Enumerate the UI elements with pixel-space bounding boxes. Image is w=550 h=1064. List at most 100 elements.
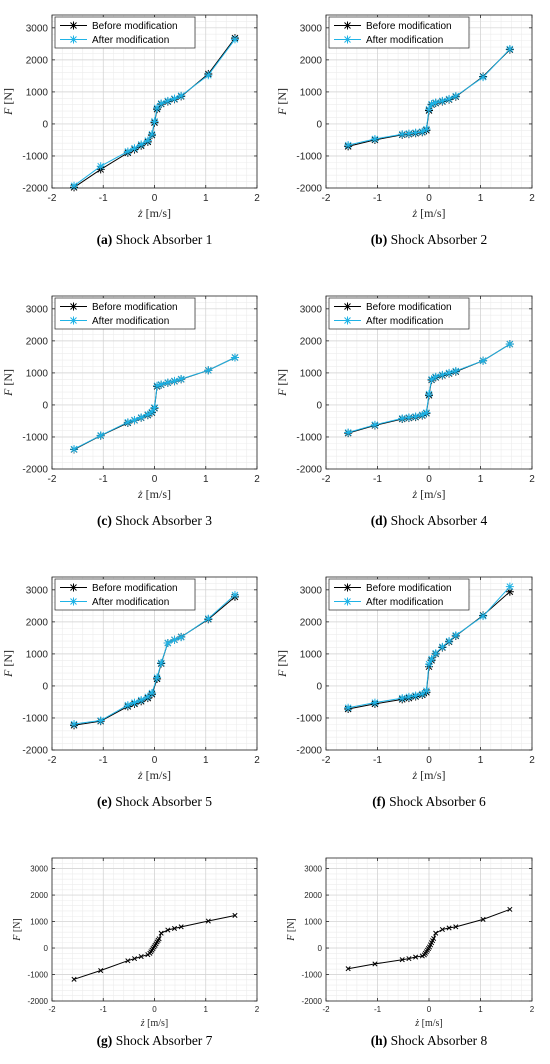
y-tick-label: 3000 (30, 864, 48, 873)
data-point (130, 698, 139, 707)
x-tick-label: -1 (373, 755, 382, 766)
data-point (453, 924, 459, 930)
y-tick-label: -1000 (22, 713, 48, 724)
data-point (425, 390, 433, 399)
x-tick-label: -2 (48, 1005, 56, 1014)
caption-letter: (e) (97, 794, 112, 809)
x-tick-label: 1 (478, 474, 484, 485)
y-tick-label: -2000 (296, 184, 322, 195)
data-point (422, 686, 431, 695)
data-point (418, 410, 427, 419)
series-2 (70, 35, 239, 190)
legend-entry: After modification (366, 316, 443, 327)
data-point (404, 413, 413, 422)
legend: Before modification After modification (328, 16, 470, 49)
data-point (445, 368, 454, 377)
data-point (399, 957, 405, 963)
y-tick-label: 1000 (304, 917, 322, 926)
data-point (131, 956, 138, 962)
y-tick-label: 3000 (300, 23, 323, 34)
data-point (431, 98, 440, 107)
legend-entry: Before modification (92, 302, 178, 313)
legend-entry: After modification (92, 316, 169, 327)
data-point-marker (399, 957, 405, 963)
caption-text: Shock Absorber 4 (387, 513, 487, 528)
y-tick-label: 2000 (30, 891, 48, 900)
x-tick-label: -2 (322, 1005, 330, 1014)
x-tick-label: -1 (99, 474, 108, 485)
y-tick-label: -1000 (296, 151, 322, 162)
caption-letter: (f) (372, 794, 386, 809)
data-point (398, 694, 407, 703)
y-axis-label-var: F (275, 107, 289, 116)
x-tick-label: 0 (426, 755, 432, 766)
data-point-marker (205, 918, 211, 924)
data-point-marker (480, 916, 486, 922)
data-point (370, 420, 379, 429)
data-point (344, 703, 353, 712)
y-axis-label-var: F (1, 107, 15, 116)
data-point (507, 906, 513, 912)
data-point-marker (446, 925, 452, 931)
x-axis-label-unit: [m/s] (143, 768, 171, 782)
y-tick-label: 2000 (300, 55, 323, 66)
data-point (230, 35, 239, 44)
data-point (123, 418, 132, 427)
y-axis-label: F [N] (275, 369, 289, 397)
y-tick-label: 3000 (26, 585, 49, 596)
data-point-marker (125, 958, 131, 964)
data-point (170, 94, 179, 103)
y-tick-label: 0 (318, 944, 323, 953)
data-point (137, 413, 146, 422)
data-point (170, 635, 179, 644)
x-axis-label-unit: [m/s] (143, 487, 171, 501)
data-point (98, 967, 104, 974)
legend-entry: After modification (92, 597, 169, 608)
data-point (204, 71, 213, 80)
y-axis-label-unit: [N] (286, 918, 297, 934)
subfigure-caption: (a) Shock Absorber 1 (97, 232, 213, 247)
y-tick-label: 1000 (26, 368, 49, 379)
data-point (431, 372, 440, 381)
legend-entry: After modification (92, 35, 169, 46)
y-tick-label: 1000 (300, 368, 323, 379)
subfigure-caption: (f) Shock Absorber 6 (372, 794, 486, 809)
data-point (418, 127, 427, 136)
legend: Before modification After modification (54, 578, 196, 611)
data-point (130, 144, 139, 153)
data-point (370, 698, 379, 707)
x-axis-label: ż [m/s] (411, 487, 445, 501)
data-point (438, 96, 447, 105)
data-point-marker (507, 906, 513, 912)
x-axis-label-var: ż (137, 487, 143, 501)
data-point-marker (131, 956, 138, 962)
chart-8: -2 -1 0 1 2 -2000 -1000 0 1000 2000 3000 ż [m/s] F [… (286, 857, 535, 1048)
y-tick-label: -2000 (22, 184, 48, 195)
x-axis-label: ż [m/s] (411, 206, 445, 220)
x-tick-label: 1 (203, 755, 209, 766)
y-tick-label: -1000 (22, 151, 48, 162)
y-axis-label-var: F (286, 934, 297, 942)
y-tick-label: 3000 (304, 864, 322, 873)
data-point (479, 73, 488, 82)
legend: Before modification After modification (328, 297, 470, 330)
data-point-marker (431, 935, 437, 942)
data-point (178, 924, 184, 930)
caption-letter: (d) (371, 513, 388, 528)
data-point (158, 930, 164, 936)
x-tick-label: -2 (322, 474, 331, 485)
data-point-marker (138, 953, 144, 960)
legend: Before modification After modification (328, 578, 470, 611)
x-axis-label-unit: [m/s] (143, 206, 171, 220)
data-point (153, 381, 162, 390)
data-point (451, 92, 460, 101)
y-tick-label: 1000 (300, 87, 323, 98)
chart-6: -2 -1 0 1 2 -2000 -1000 0 1000 2000 3000 ż [m/s] F [… (275, 576, 535, 809)
legend-entry: Before modification (366, 302, 452, 313)
legend-box (54, 16, 196, 49)
y-axis-label-unit: [N] (275, 88, 289, 108)
data-point (147, 688, 156, 697)
x-axis-label-unit: [m/s] (419, 1018, 443, 1029)
y-tick-label: 0 (316, 681, 322, 692)
data-point (177, 91, 186, 100)
